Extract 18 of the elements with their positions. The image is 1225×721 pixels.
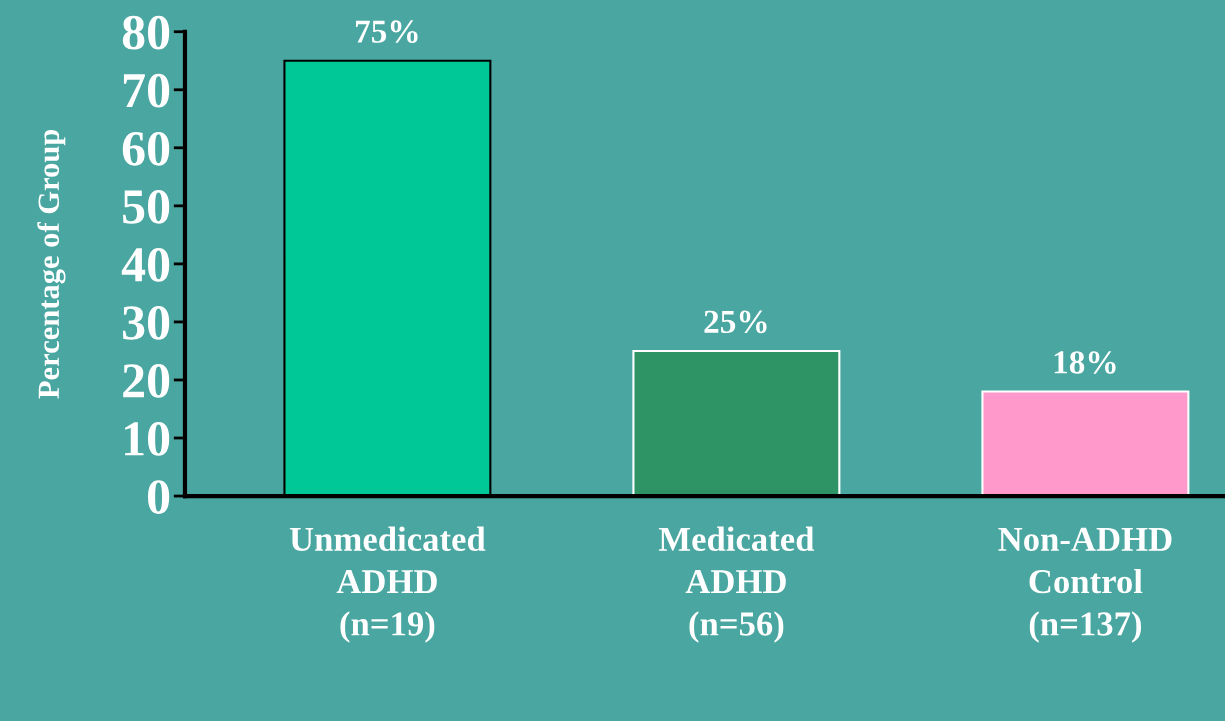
y-tick-label: 0 [147, 480, 170, 514]
y-tick-label: 40 [121, 247, 170, 282]
x-tick-label: Non-ADHD Control (n=137) [998, 527, 1172, 643]
y-axis-title: Percentage of Group [37, 129, 66, 399]
bar [632, 349, 841, 497]
data-label: 18% [1054, 351, 1116, 374]
y-tick-label: 30 [122, 306, 170, 340]
y-tick-label: 20 [123, 364, 170, 398]
y-tick-label: 70 [123, 73, 170, 108]
y-tick-label: 60 [122, 131, 170, 166]
data-label: 75% [355, 20, 418, 43]
y-tick-label: 10 [125, 422, 170, 456]
data-label: 25% [704, 310, 767, 334]
y-tick-label: 50 [123, 189, 170, 224]
x-tick-label: Unmedicated ADHD (n=19) [289, 526, 486, 643]
bar [981, 390, 1190, 497]
y-tick-label: 80 [122, 15, 170, 50]
x-tick-label: Medicated ADHD (n=56) [658, 526, 815, 643]
